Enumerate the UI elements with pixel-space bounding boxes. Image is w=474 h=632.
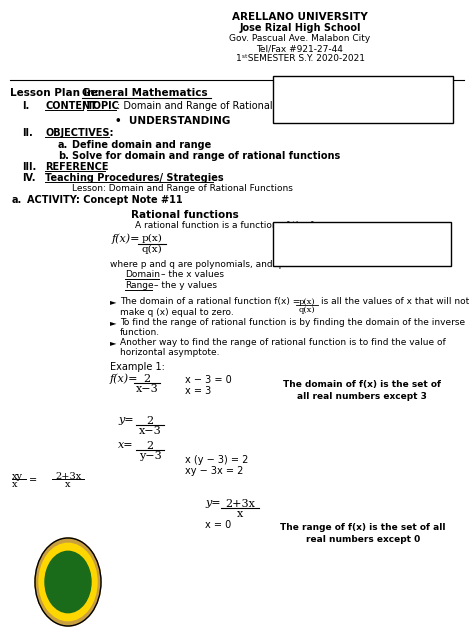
Text: A rational function is a function of the form:: A rational function is a function of the… bbox=[135, 221, 334, 230]
Text: x − 3 = 0: x − 3 = 0 bbox=[185, 375, 232, 385]
Text: a.: a. bbox=[58, 140, 68, 150]
Text: Domain: Domain bbox=[125, 270, 160, 279]
Text: ►: ► bbox=[110, 338, 117, 347]
Text: q(x): q(x) bbox=[142, 245, 163, 254]
Text: 2+3x: 2+3x bbox=[225, 499, 255, 509]
Text: TOPIC: TOPIC bbox=[87, 101, 120, 111]
Text: ►: ► bbox=[110, 318, 117, 327]
Text: : Domain and Range of Rational Functions: : Domain and Range of Rational Functions bbox=[117, 101, 323, 111]
Text: 2: 2 bbox=[146, 441, 154, 451]
Text: – the y values: – the y values bbox=[154, 281, 217, 290]
Text: make q (x) equal to zero.: make q (x) equal to zero. bbox=[120, 308, 234, 317]
Text: b.: b. bbox=[58, 151, 69, 161]
Text: all real numbers except 3: all real numbers except 3 bbox=[297, 392, 427, 401]
Text: Gov. Pascual Ave. Malabon City: Gov. Pascual Ave. Malabon City bbox=[229, 34, 371, 43]
Text: x = 3: x = 3 bbox=[185, 386, 211, 396]
Text: Teaching Procedures/ Strategies: Teaching Procedures/ Strategies bbox=[45, 173, 224, 183]
Text: /: / bbox=[83, 101, 86, 111]
Text: The range of f(x) is the set of all: The range of f(x) is the set of all bbox=[280, 523, 446, 532]
Text: REFERENCE: REFERENCE bbox=[45, 162, 109, 172]
Text: Example 1:: Example 1: bbox=[110, 362, 165, 372]
Text: •  UNDERSTANDING: • UNDERSTANDING bbox=[115, 116, 230, 126]
Circle shape bbox=[39, 544, 97, 621]
Text: – the x values: – the x values bbox=[161, 270, 224, 279]
Text: x: x bbox=[65, 480, 71, 489]
Text: ACTIVITY: Concept Note #11: ACTIVITY: Concept Note #11 bbox=[27, 195, 182, 205]
Text: OBJECTIVES:: OBJECTIVES: bbox=[45, 128, 113, 138]
Text: II.: II. bbox=[22, 128, 33, 138]
Circle shape bbox=[45, 551, 91, 612]
Text: Range: Range bbox=[125, 281, 154, 290]
Text: The domain of f(x) is the set of: The domain of f(x) is the set of bbox=[283, 380, 441, 389]
Text: Jose Rizal High School: Jose Rizal High School bbox=[239, 23, 361, 33]
Text: The domain of a rational function f(x) =: The domain of a rational function f(x) = bbox=[120, 297, 300, 306]
Text: x (y − 3) = 2: x (y − 3) = 2 bbox=[185, 455, 248, 465]
Text: y=: y= bbox=[205, 498, 220, 508]
Text: x: x bbox=[12, 480, 18, 489]
Text: is all the values of x that will not: is all the values of x that will not bbox=[321, 297, 469, 306]
Text: To find the range of rational function is by finding the domain of the inverse: To find the range of rational function i… bbox=[120, 318, 465, 327]
Text: 2+3x: 2+3x bbox=[55, 472, 81, 481]
Text: IV.: IV. bbox=[22, 173, 36, 183]
Text: x = 0: x = 0 bbox=[205, 520, 231, 530]
Text: Define domain and range: Define domain and range bbox=[72, 140, 211, 150]
Text: General Mathematics: General Mathematics bbox=[82, 88, 208, 98]
Text: xy: xy bbox=[12, 472, 23, 481]
Text: I.: I. bbox=[22, 101, 29, 111]
Text: x−3: x−3 bbox=[138, 426, 161, 436]
Text: x: x bbox=[237, 509, 243, 519]
Text: Rational functions: Rational functions bbox=[131, 210, 239, 220]
Text: real numbers except 0: real numbers except 0 bbox=[306, 535, 420, 544]
Text: 1ˢᵗSEMESTER S.Y. 2020-2021: 1ˢᵗSEMESTER S.Y. 2020-2021 bbox=[236, 54, 365, 63]
FancyBboxPatch shape bbox=[273, 222, 451, 266]
Text: Lesson: Domain and Range of Rational Functions: Lesson: Domain and Range of Rational Fun… bbox=[72, 184, 293, 193]
Text: a.: a. bbox=[12, 195, 22, 205]
Text: p(x): p(x) bbox=[142, 234, 163, 243]
Text: function.: function. bbox=[120, 328, 160, 337]
FancyBboxPatch shape bbox=[273, 76, 453, 123]
Text: ARELLANO UNIVERSITY: ARELLANO UNIVERSITY bbox=[232, 12, 368, 22]
Text: Tel/Fax #921-27-44: Tel/Fax #921-27-44 bbox=[256, 44, 344, 53]
Text: y−3: y−3 bbox=[138, 451, 161, 461]
Text: Another way to find the range of rational function is to find the value of: Another way to find the range of rationa… bbox=[120, 338, 446, 347]
Text: f(x)=: f(x)= bbox=[110, 373, 138, 384]
Text: Solve for domain and range of rational functions: Solve for domain and range of rational f… bbox=[72, 151, 340, 161]
Text: q(x): q(x) bbox=[299, 306, 315, 314]
Text: x−3: x−3 bbox=[136, 384, 158, 394]
Circle shape bbox=[35, 538, 101, 626]
Text: f(x)=: f(x)= bbox=[112, 233, 140, 243]
Text: CONTENT: CONTENT bbox=[45, 101, 97, 111]
Text: III.: III. bbox=[22, 162, 36, 172]
Text: 2: 2 bbox=[144, 374, 151, 384]
Text: y=: y= bbox=[118, 415, 134, 425]
Text: xy − 3x = 2: xy − 3x = 2 bbox=[185, 466, 243, 476]
Text: x=: x= bbox=[118, 440, 134, 450]
Text: Lesson Plan in:: Lesson Plan in: bbox=[10, 88, 102, 98]
Text: horizontal asymptote.: horizontal asymptote. bbox=[120, 348, 219, 357]
Text: =: = bbox=[29, 475, 37, 485]
Text: where p and q are polynomials, and q ≠ 0: where p and q are polynomials, and q ≠ 0 bbox=[110, 260, 300, 269]
Text: ►: ► bbox=[110, 297, 117, 306]
Text: 2: 2 bbox=[146, 416, 154, 426]
Text: p(x): p(x) bbox=[299, 298, 315, 306]
